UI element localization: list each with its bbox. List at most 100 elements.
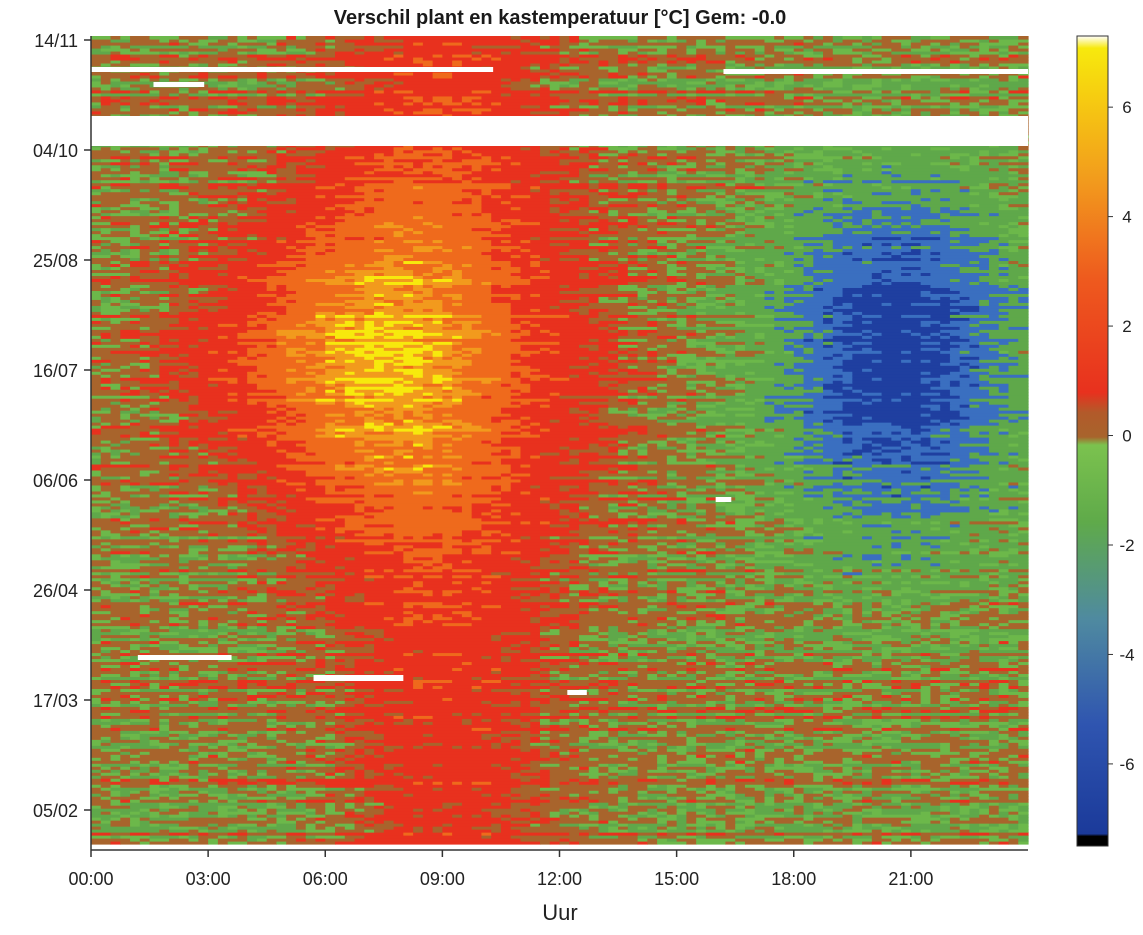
heatmap-cell — [110, 778, 121, 782]
heatmap-cell — [832, 586, 863, 591]
heatmap-cell — [217, 751, 229, 755]
heatmap-cell — [949, 667, 961, 672]
heatmap-cell — [647, 838, 658, 842]
heatmap-cell — [881, 622, 892, 627]
heatmap-cell — [637, 595, 648, 600]
heatmap-cell — [696, 658, 717, 663]
heatmap-cell — [588, 724, 600, 728]
heatmap-cell — [91, 583, 112, 588]
heatmap-cell — [100, 565, 141, 570]
heatmap-cell — [217, 739, 248, 743]
heatmap-cell — [266, 709, 287, 713]
heatmap-cell — [295, 679, 326, 683]
heatmap-cell — [940, 670, 971, 675]
heatmap-cell — [998, 580, 1019, 585]
heatmap-cell — [988, 763, 1000, 767]
heatmap-cell — [735, 553, 756, 558]
heatmap-cell — [188, 829, 199, 833]
heatmap-cell — [988, 841, 1000, 845]
heatmap-cell — [188, 574, 238, 579]
heatmap-cell — [188, 832, 199, 836]
heatmap-cell — [842, 622, 863, 627]
heatmap-cell — [91, 649, 102, 654]
heatmap-cell — [823, 640, 844, 645]
heatmap-cell — [940, 769, 951, 773]
heatmap-cell — [169, 793, 180, 797]
heatmap-cell — [403, 718, 414, 722]
heatmap-cell — [969, 598, 980, 603]
heatmap-cell — [120, 646, 131, 651]
heatmap-cell — [256, 556, 268, 561]
heatmap-cell — [305, 829, 336, 833]
heatmap-cell — [335, 724, 346, 728]
heatmap-cell — [618, 670, 639, 675]
heatmap-cell — [256, 772, 268, 776]
heatmap-cell — [169, 712, 180, 716]
heatmap-cell — [295, 685, 317, 689]
heatmap-cell — [666, 826, 678, 830]
heatmap-cell — [579, 637, 609, 642]
heatmap-cell — [432, 715, 570, 719]
heatmap-cell — [569, 604, 580, 609]
heatmap-cell — [344, 631, 365, 636]
heatmap-cell — [725, 619, 736, 624]
heatmap-cell — [705, 754, 717, 758]
heatmap-cell — [344, 691, 512, 695]
heatmap-cell — [969, 706, 980, 710]
heatmap-cell — [383, 742, 424, 746]
heatmap-cell — [803, 757, 844, 761]
heatmap-cell — [657, 724, 668, 728]
heatmap-cell — [871, 799, 892, 803]
heatmap-cell — [754, 820, 766, 824]
heatmap-cell — [256, 697, 268, 701]
heatmap-cell — [110, 781, 121, 785]
heatmap-cell — [295, 682, 336, 686]
heatmap-cell — [744, 733, 756, 737]
heatmap-cell — [725, 637, 736, 642]
heatmap-cell — [442, 787, 473, 791]
heatmap-cell — [891, 781, 951, 785]
heatmap-cell — [178, 736, 190, 740]
heatmap-cell — [842, 793, 853, 797]
heatmap-cell — [315, 700, 326, 704]
heatmap-cell — [930, 574, 941, 579]
heatmap-cell — [891, 724, 902, 728]
heatmap-cell — [100, 589, 112, 594]
heatmap-cell — [217, 547, 248, 552]
heatmap-cell — [110, 562, 151, 567]
heatmap-cell — [510, 595, 522, 600]
heatmap-cell — [286, 577, 346, 582]
heatmap-cell — [169, 742, 180, 746]
heatmap-cell — [686, 556, 697, 561]
heatmap-cell — [149, 760, 160, 764]
heatmap-cell — [559, 541, 570, 546]
heatmap-cell — [393, 820, 512, 824]
heatmap-cell — [325, 658, 336, 663]
heatmap-cell — [130, 772, 141, 776]
heatmap-cell — [530, 730, 541, 734]
heatmap-cell — [666, 640, 687, 645]
heatmap-cell — [920, 832, 961, 836]
heatmap-cell — [120, 664, 131, 669]
heatmap-cell — [871, 604, 883, 609]
heatmap-cell — [862, 649, 873, 654]
heatmap-cell — [188, 565, 199, 570]
heatmap-cell — [696, 583, 707, 588]
heatmap-cell — [910, 649, 971, 654]
heatmap-cell — [120, 769, 131, 773]
heatmap-cell — [715, 544, 727, 549]
heatmap-cell — [305, 754, 317, 758]
heatmap-cell — [559, 823, 580, 827]
heatmap-cell — [247, 697, 258, 701]
heatmap-cell — [530, 640, 541, 645]
heatmap-cell — [1008, 781, 1029, 785]
heatmap-cell — [676, 805, 697, 809]
heatmap-cell — [774, 820, 795, 824]
heatmap-cell — [940, 835, 961, 839]
heatmap-cell — [862, 658, 883, 663]
heatmap-cell — [1018, 817, 1029, 821]
heatmap-cell — [666, 799, 678, 803]
heatmap-cell — [178, 586, 190, 591]
heatmap-cell — [686, 544, 697, 549]
heatmap-cell — [510, 802, 531, 806]
